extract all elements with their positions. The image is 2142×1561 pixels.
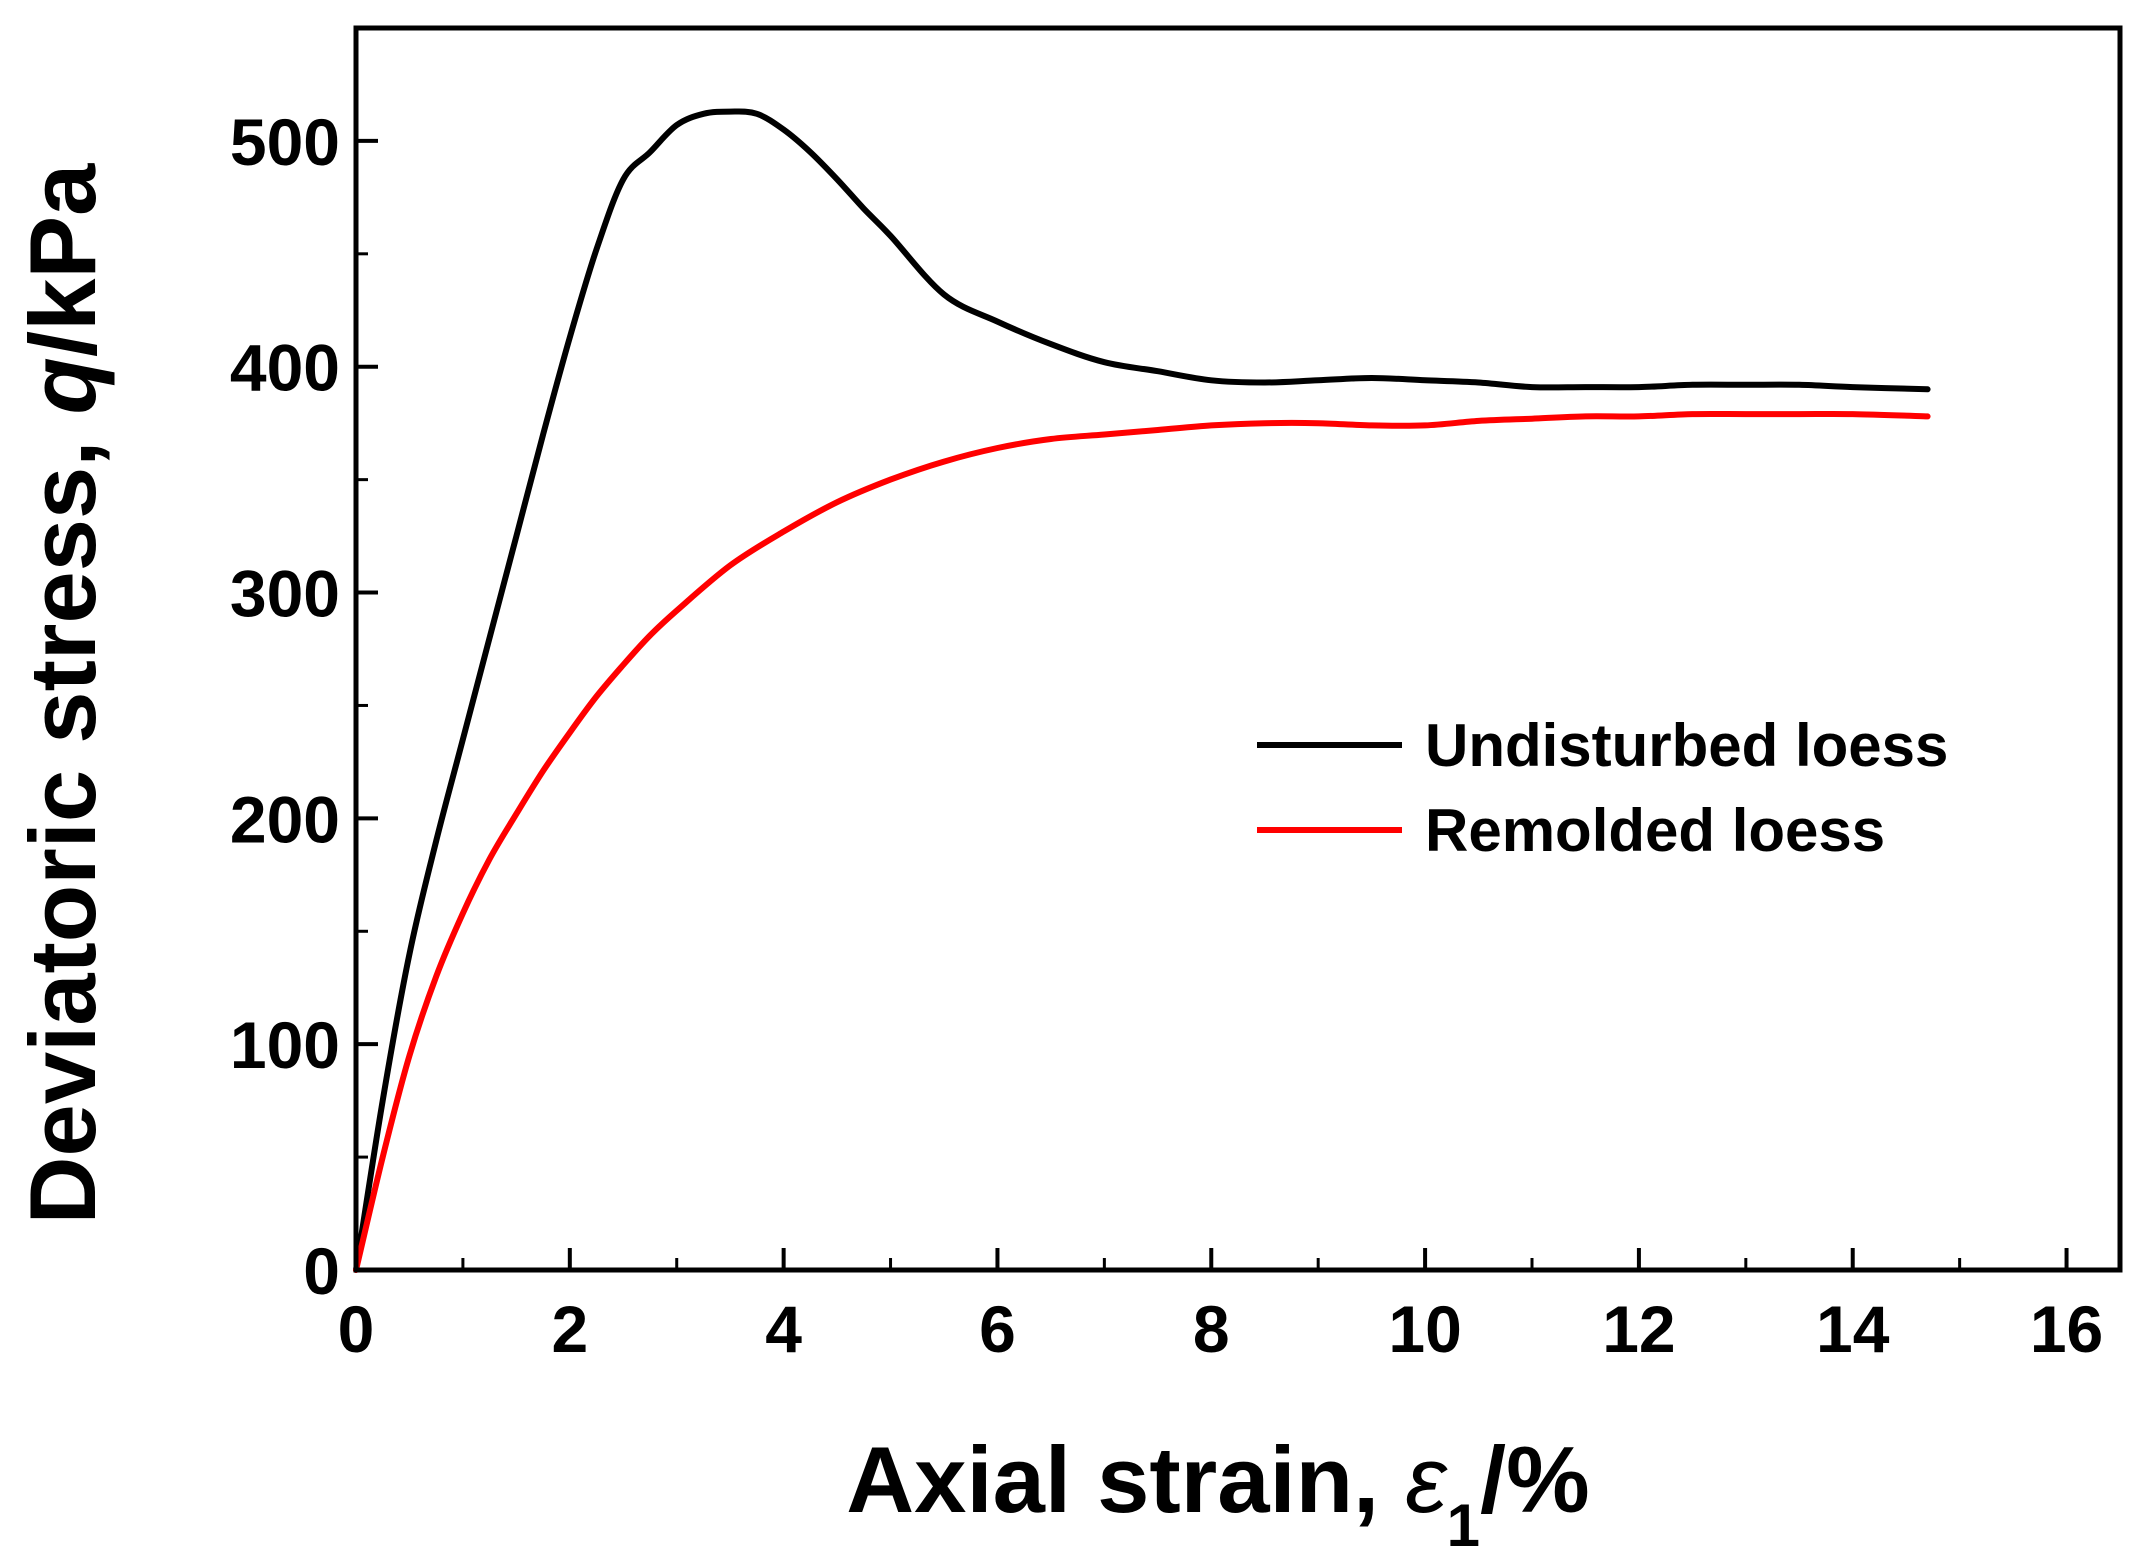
- plot-frame: [353, 25, 2123, 1273]
- x-tick-label: 8: [1193, 1292, 1230, 1366]
- x-tick-label: 0: [338, 1292, 375, 1366]
- x-axis-title-main: Axial strain,: [846, 1427, 1405, 1532]
- legend-label-undisturbed: Undisturbed loess: [1425, 712, 1948, 779]
- y-axis-title-symbol: q: [10, 357, 115, 414]
- y-tick-label: 200: [230, 782, 340, 856]
- x-tick-label: 2: [551, 1292, 588, 1366]
- x-axis-title: Axial strain, ε1/%: [846, 1427, 1589, 1559]
- x-tick-label: 6: [979, 1292, 1016, 1366]
- x-axis-title-unit: /%: [1480, 1427, 1590, 1532]
- x-tick-label: 4: [765, 1292, 802, 1366]
- y-axis-title-main: Deviatoric stress,: [10, 414, 115, 1224]
- y-tick-label: 300: [230, 557, 340, 631]
- x-axis-ticks: 0 2 4 6 8 10 12 14 16: [338, 1248, 2103, 1366]
- legend-label-remolded: Remolded loess: [1425, 797, 1885, 864]
- remolded-loess-curve: [353, 410, 1931, 1273]
- y-tick-label: 100: [230, 1008, 340, 1082]
- x-tick-label: 14: [1816, 1292, 1890, 1366]
- y-tick-label: 0: [303, 1234, 340, 1308]
- legend: Undisturbed loess Remolded loess: [1257, 712, 1948, 864]
- x-tick-label: 16: [2030, 1292, 2103, 1366]
- y-axis-title-unit: /kPa: [10, 163, 115, 357]
- x-tick-label: 12: [1602, 1292, 1675, 1366]
- undisturbed-loess-curve: [353, 108, 1931, 1273]
- y-tick-label: 500: [230, 105, 340, 179]
- y-axis-ticks: 0 100 200 300 400 500: [230, 105, 378, 1308]
- x-axis-title-symbol: ε: [1405, 1427, 1448, 1532]
- x-tick-label: 10: [1388, 1292, 1461, 1366]
- x-axis-title-subscript: 1: [1447, 1492, 1480, 1559]
- curves: [353, 108, 1931, 1273]
- y-tick-label: 400: [230, 331, 340, 405]
- y-axis-title: Deviatoric stress, q/kPa: [10, 163, 115, 1224]
